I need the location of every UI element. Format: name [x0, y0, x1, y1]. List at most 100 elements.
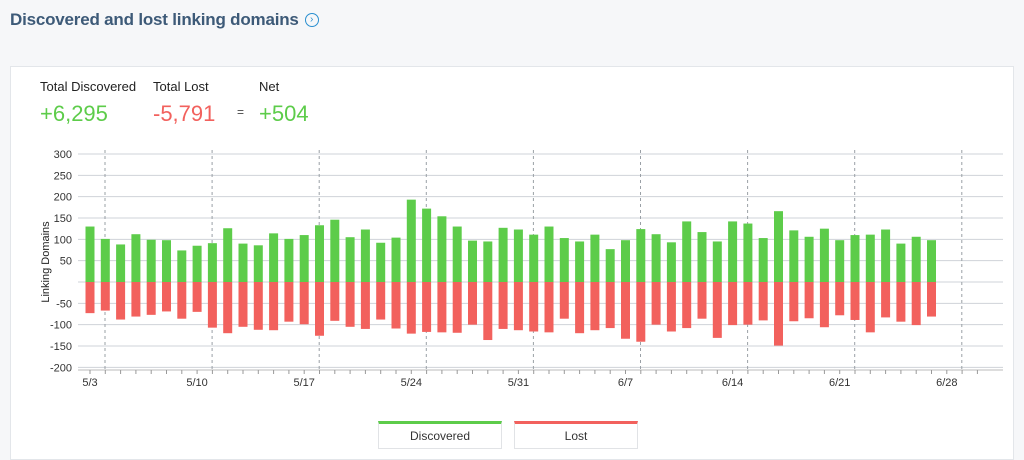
lost-bar — [406, 282, 416, 334]
lost-bar — [927, 282, 936, 317]
lost-bar — [819, 282, 829, 328]
total-lost-stat: Total Lost -5,791 — [153, 79, 215, 127]
y-tick-label: 200 — [54, 192, 72, 204]
lost-bar — [605, 282, 615, 329]
discovered-bar — [391, 237, 401, 282]
y-tick-label: 100 — [54, 234, 72, 246]
discovered-bar — [146, 239, 156, 282]
discovered-bar — [131, 234, 141, 282]
lost-bar — [207, 282, 217, 328]
discovered-bar — [804, 236, 814, 282]
lost-bar — [483, 282, 493, 341]
total-discovered-value: +6,295 — [40, 101, 108, 126]
total-discovered-stat: Total Discovered +6,295 — [40, 79, 136, 127]
discovered-bar — [850, 235, 860, 282]
lost-bar — [896, 282, 906, 322]
x-tick-label: 6/14 — [722, 377, 743, 389]
page-title: Discovered and lost linking domains — [10, 10, 299, 29]
discovered-bar — [85, 226, 95, 282]
discovered-bar — [621, 240, 630, 282]
lost-bar — [544, 282, 554, 333]
discovered-bar — [498, 227, 508, 282]
lost-bar — [682, 282, 692, 329]
y-tick-label: 300 — [54, 149, 72, 161]
discovered-bar — [529, 234, 539, 282]
lost-bar — [758, 282, 768, 321]
lost-bar — [728, 282, 738, 326]
lost-bar — [697, 282, 707, 319]
lost-bar — [774, 282, 783, 346]
discovered-bar — [575, 241, 585, 282]
lost-bar — [269, 282, 279, 331]
lost-bar — [452, 282, 462, 333]
legend-discovered-label: Discovered — [409, 429, 471, 443]
lost-bar — [238, 282, 248, 327]
y-tick-label: -100 — [50, 320, 72, 332]
lost-bar — [192, 282, 202, 312]
discovered-bar — [712, 241, 722, 282]
lost-bar — [911, 282, 921, 326]
lost-bar — [299, 282, 309, 325]
discovered-bar — [253, 245, 263, 282]
lost-bar — [391, 282, 401, 329]
discovered-bar — [299, 235, 309, 282]
info-circle-icon[interactable]: › — [304, 13, 319, 27]
discovered-bar — [544, 226, 554, 282]
net-value: +504 — [259, 101, 309, 126]
lost-bar — [376, 282, 386, 320]
discovered-bar — [223, 228, 233, 282]
discovered-bar — [697, 232, 707, 282]
section-header: Discovered and lost linking domains › — [10, 10, 319, 30]
lost-bar — [789, 282, 799, 322]
y-axis-label: Linking Domains — [40, 221, 52, 303]
legend-discovered[interactable]: Discovered — [378, 421, 502, 449]
x-tick-label: 6/7 — [618, 377, 633, 389]
discovered-bar — [743, 223, 753, 282]
x-tick-label: 5/24 — [401, 377, 422, 389]
lost-bar — [865, 282, 875, 333]
lost-bar — [422, 282, 432, 332]
discovered-bar — [192, 245, 202, 282]
lost-bar — [498, 282, 508, 329]
discovered-bar — [881, 229, 891, 282]
lost-bar — [284, 282, 294, 322]
discovered-bar — [728, 221, 738, 282]
discovered-bar — [835, 240, 845, 282]
lost-bar — [360, 282, 370, 329]
lost-bar — [651, 282, 661, 325]
equals-sign: = — [237, 105, 245, 119]
lost-bar — [437, 282, 447, 333]
discovered-bar — [758, 238, 768, 282]
discovered-bar — [315, 225, 324, 282]
y-tick-label: 150 — [54, 213, 72, 225]
x-tick-label: 5/3 — [82, 377, 97, 389]
discovered-bar — [406, 199, 416, 282]
lost-bar — [468, 282, 477, 325]
discovered-bar — [605, 249, 615, 282]
discovered-bar — [207, 243, 217, 282]
discovered-bar — [116, 244, 126, 282]
lost-bar — [513, 282, 523, 331]
lost-bar — [529, 282, 539, 332]
lost-bar — [345, 282, 355, 327]
lost-bar — [85, 282, 95, 314]
lost-bar — [881, 282, 891, 318]
legend-lost[interactable]: Lost — [514, 421, 638, 449]
discovered-bar — [360, 229, 370, 282]
y-tick-label: -200 — [50, 362, 72, 374]
lost-bar — [177, 282, 187, 319]
x-tick-label: 6/21 — [829, 377, 850, 389]
y-tick-label: 250 — [54, 170, 72, 182]
lost-bar — [223, 282, 233, 334]
discovered-bar — [774, 211, 783, 282]
y-tick-label: 50 — [60, 256, 72, 268]
lost-bar — [253, 282, 263, 330]
discovered-bar — [376, 242, 386, 282]
x-tick-label: 5/10 — [186, 377, 207, 389]
total-lost-value: -5,791 — [153, 101, 216, 126]
discovered-bar — [865, 234, 875, 282]
legend-lost-label: Lost — [564, 429, 588, 443]
lost-bar — [131, 282, 141, 317]
lost-bar — [835, 282, 845, 316]
y-tick-label: -50 — [56, 298, 72, 310]
